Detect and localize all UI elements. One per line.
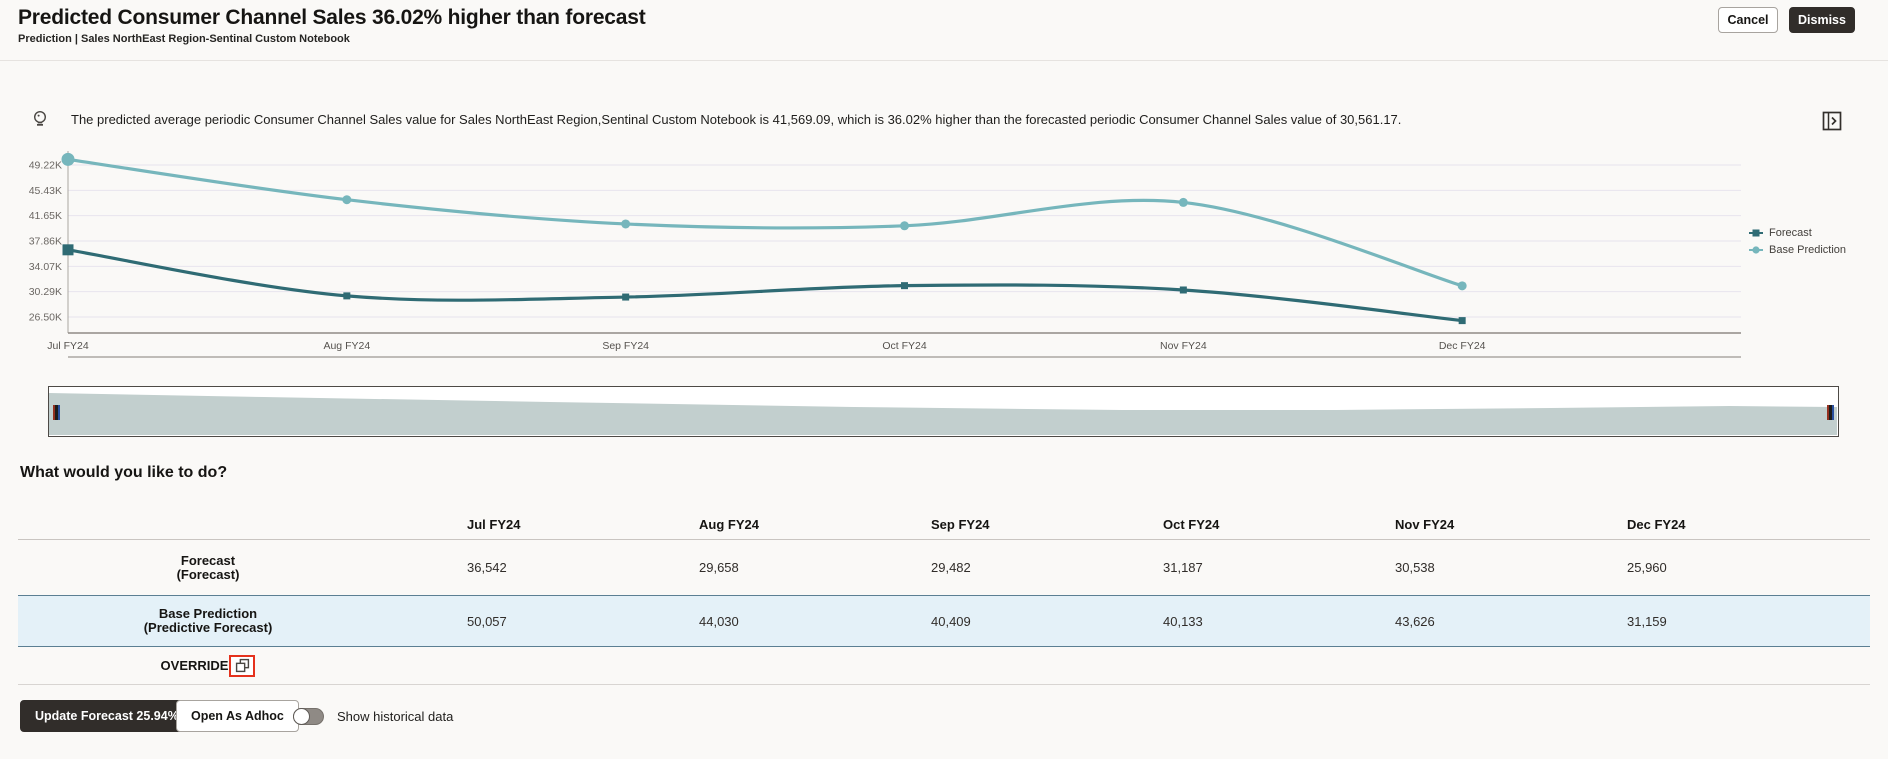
legend-label: Forecast [1769, 226, 1812, 239]
table-column-header: Dec FY24 [1627, 516, 1686, 532]
svg-text:45.43K: 45.43K [29, 185, 62, 197]
svg-text:34.07K: 34.07K [29, 261, 62, 273]
x-axis-label: Dec FY24 [1439, 340, 1486, 352]
row-label-text: Base Prediction [158, 606, 258, 621]
table-cell: 29,482 [931, 560, 971, 575]
table-column-header: Aug FY24 [699, 516, 759, 532]
table-column-header: Jul FY24 [467, 516, 521, 532]
open-as-adhoc-button[interactable]: Open As Adhoc [176, 700, 299, 732]
row-sublabel-text: (Forecast) [176, 566, 240, 582]
table-cell: 29,658 [699, 560, 739, 575]
svg-text:41.65K: 41.65K [29, 210, 62, 222]
table-header-row: Jul FY24 Aug FY24 Sep FY24 Oct FY24 Nov FY24… [18, 509, 1870, 540]
x-axis-label: Sep FY24 [602, 340, 649, 352]
table-row-forecast: Forecast (Forecast) 36,542 29,658 29,482 31… [18, 540, 1870, 595]
cancel-button[interactable]: Cancel [1718, 7, 1778, 33]
crystal-ball-icon [32, 110, 48, 132]
range-handle-right[interactable] [1827, 405, 1834, 420]
table-cell: 43,626 [1395, 613, 1435, 629]
chart-legend: Forecast Base Prediction [1749, 224, 1846, 258]
row-label-base-prediction: Base Prediction (Predictive Forecast) [18, 607, 398, 635]
range-handle-left[interactable] [53, 405, 60, 420]
range-selector-area [49, 393, 1837, 435]
forecast-chart: 49.22K 45.43K 41.65K 37.86K 34.07K 30.29K 26.5… [0, 125, 1888, 365]
table-cell: 36,542 [467, 560, 507, 575]
header-divider [0, 60, 1888, 61]
copy-icon [235, 658, 250, 673]
legend-item-base-prediction[interactable]: Base Prediction [1749, 241, 1846, 258]
insight-message: The predicted average periodic Consumer … [71, 112, 1402, 127]
table-cell: 31,159 [1627, 613, 1667, 629]
svg-text:30.29K: 30.29K [29, 286, 62, 298]
update-forecast-button[interactable]: Update Forecast 25.94% [20, 700, 194, 732]
table-cell: 40,409 [931, 613, 971, 629]
x-axis-label: Jul FY24 [47, 340, 89, 352]
page-title: Predicted Consumer Channel Sales 36.02% … [18, 6, 646, 29]
expand-panel-icon[interactable] [1822, 111, 1842, 131]
override-label: OVERRIDE [160, 657, 229, 673]
show-historical-label: Show historical data [337, 709, 454, 724]
svg-text:26.50K: 26.50K [29, 311, 62, 323]
table-cell: 31,187 [1163, 560, 1203, 575]
row-label-override: OVERRIDE [18, 654, 398, 677]
table-column-header: Oct FY24 [1163, 516, 1220, 532]
table-column-header: Sep FY24 [931, 516, 990, 532]
legend-label: Base Prediction [1769, 243, 1847, 256]
forecast-table: Jul FY24 Aug FY24 Sep FY24 Oct FY24 Nov FY24… [18, 509, 1870, 685]
legend-marker [1749, 245, 1763, 254]
row-sublabel-text: (Predictive Forecast) [143, 620, 273, 635]
show-historical-toggle[interactable] [293, 708, 324, 725]
x-axis-label: Aug FY24 [323, 340, 370, 352]
table-column-header: Nov FY24 [1395, 516, 1455, 532]
table-cell: 25,960 [1627, 560, 1667, 575]
x-axis-label: Nov FY24 [1160, 340, 1207, 352]
table-row-override: OVERRIDE [18, 647, 1870, 685]
table-row-base-prediction: Base Prediction (Predictive Forecast) 50… [18, 595, 1870, 647]
override-copy-button[interactable] [229, 654, 256, 677]
legend-item-forecast[interactable]: Forecast [1749, 224, 1846, 241]
table-cell: 50,057 [467, 613, 507, 629]
table-cell: 40,133 [1163, 613, 1203, 629]
svg-text:49.22K: 49.22K [29, 160, 62, 172]
legend-marker [1749, 229, 1763, 236]
chart-range-selector[interactable] [48, 386, 1839, 437]
row-label-forecast: Forecast (Forecast) [18, 552, 398, 582]
svg-text:37.86K: 37.86K [29, 235, 62, 247]
toggle-knob [293, 708, 310, 725]
section-heading: What would you like to do? [20, 464, 228, 481]
row-label-text: Forecast [180, 552, 236, 568]
table-cell: 44,030 [699, 613, 739, 629]
table-cell: 30,538 [1395, 560, 1435, 575]
dismiss-button[interactable]: Dismiss [1789, 7, 1855, 33]
breadcrumb: Prediction | Sales NorthEast Region-Sent… [18, 33, 350, 45]
line-chart-canvas: 49.22K 45.43K 41.65K 37.86K 34.07K 30.29K 26.5… [29, 151, 1741, 358]
x-axis-label: Oct FY24 [882, 340, 927, 352]
